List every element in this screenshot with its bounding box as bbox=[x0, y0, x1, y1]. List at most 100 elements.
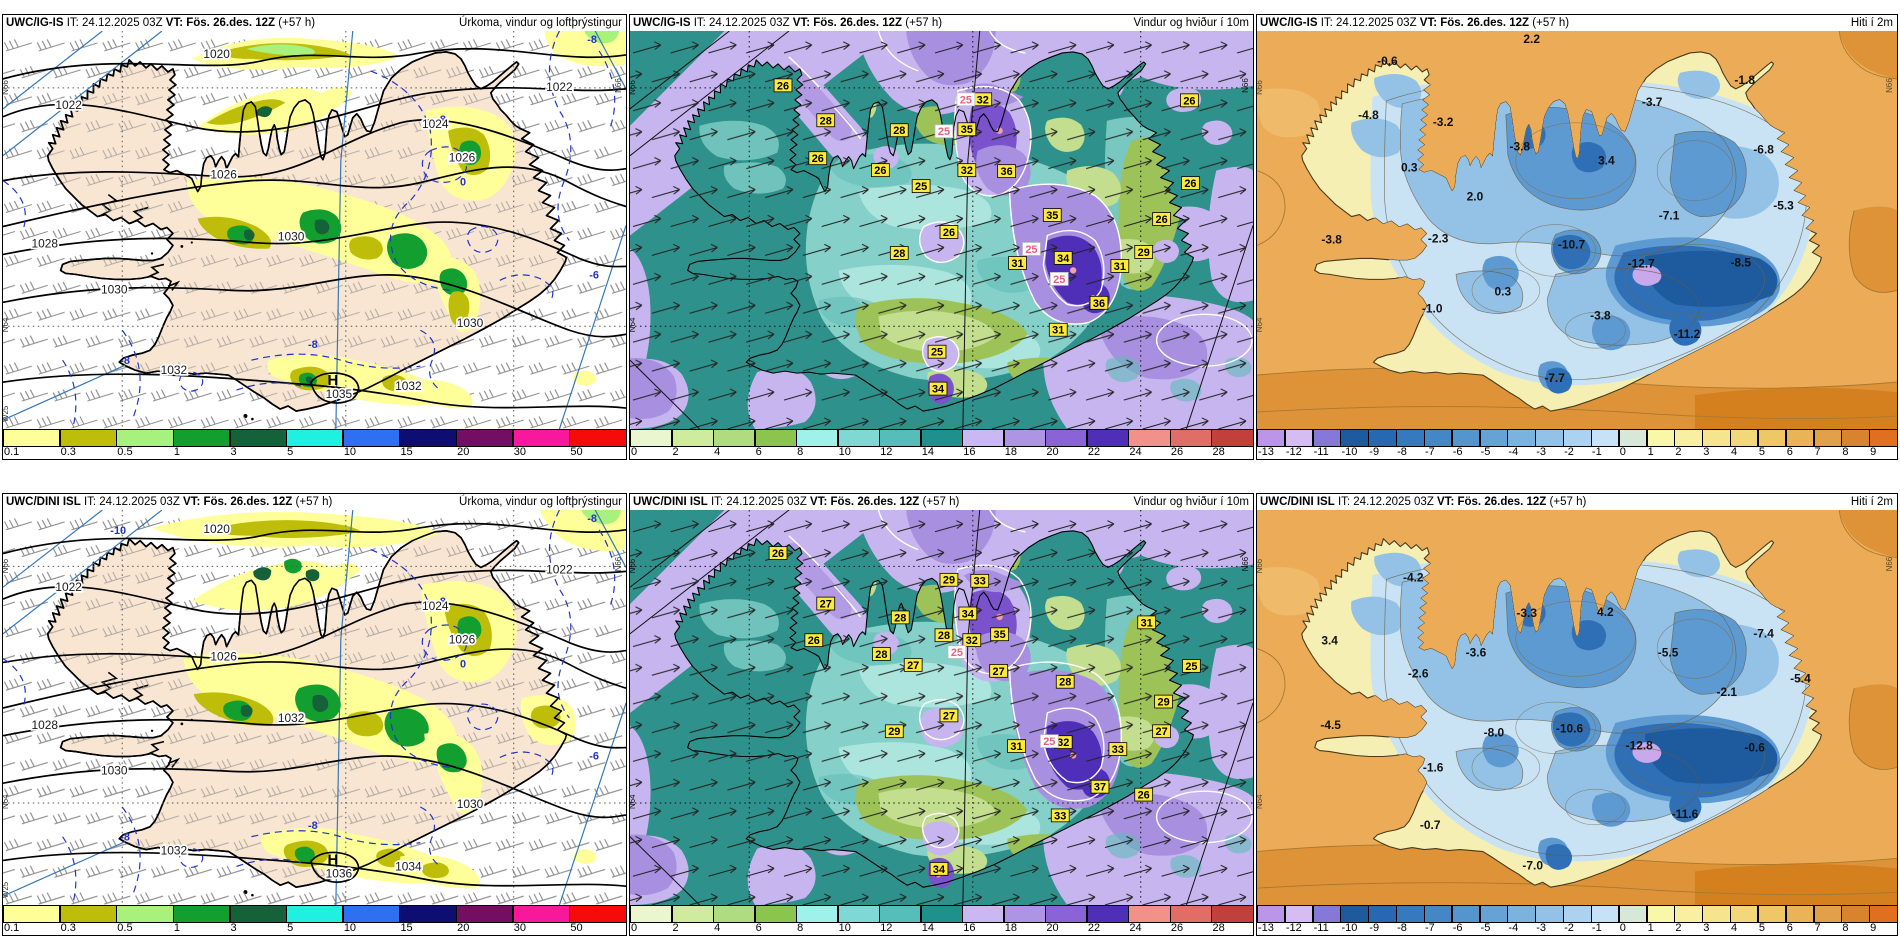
svg-text:26: 26 bbox=[777, 80, 789, 92]
svg-text:3.4: 3.4 bbox=[1321, 634, 1338, 648]
svg-text:-3.8: -3.8 bbox=[1321, 232, 1342, 246]
svg-text:25: 25 bbox=[1025, 244, 1037, 256]
svg-text:-10.6: -10.6 bbox=[1556, 722, 1584, 736]
svg-text:1022: 1022 bbox=[55, 98, 82, 112]
svg-text:1026: 1026 bbox=[210, 649, 237, 663]
svg-text:25: 25 bbox=[938, 126, 950, 138]
svg-text:1030: 1030 bbox=[457, 797, 484, 811]
svg-text:-12.8: -12.8 bbox=[1626, 739, 1654, 753]
svg-text:-8: -8 bbox=[308, 339, 318, 351]
svg-text:1032: 1032 bbox=[278, 711, 305, 725]
svg-text:31: 31 bbox=[1010, 741, 1022, 753]
svg-text:1032: 1032 bbox=[278, 711, 305, 725]
svg-text:1030: 1030 bbox=[101, 763, 128, 777]
svg-text:N64: N64 bbox=[1257, 794, 1264, 809]
svg-text:-3.8: -3.8 bbox=[1590, 308, 1611, 322]
svg-text:1030: 1030 bbox=[457, 797, 484, 811]
svg-text:1026: 1026 bbox=[449, 633, 476, 647]
svg-text:31: 31 bbox=[1011, 258, 1023, 270]
svg-text:-12.7: -12.7 bbox=[1628, 256, 1656, 270]
svg-text:-3.2: -3.2 bbox=[1433, 115, 1454, 129]
svg-text:-2.1: -2.1 bbox=[1717, 685, 1738, 699]
svg-text:25: 25 bbox=[1043, 736, 1055, 748]
svg-text:N64: N64 bbox=[3, 317, 10, 332]
svg-text:1022: 1022 bbox=[546, 562, 573, 576]
svg-text:1032: 1032 bbox=[161, 363, 188, 377]
svg-text:1030: 1030 bbox=[278, 229, 305, 243]
svg-text:31: 31 bbox=[1114, 261, 1126, 273]
svg-text:-8.0: -8.0 bbox=[1484, 726, 1505, 740]
svg-text:34: 34 bbox=[933, 864, 945, 876]
svg-text:33: 33 bbox=[1112, 744, 1124, 756]
svg-text:0.3: 0.3 bbox=[1401, 161, 1418, 175]
svg-text:34: 34 bbox=[1057, 253, 1070, 265]
svg-text:-7.4: -7.4 bbox=[1753, 627, 1774, 641]
svg-text:31: 31 bbox=[1052, 325, 1064, 337]
svg-text:N64: N64 bbox=[3, 794, 10, 809]
svg-text:N66: N66 bbox=[1257, 80, 1264, 95]
svg-text:-4.8: -4.8 bbox=[1358, 108, 1379, 122]
svg-text:0.3: 0.3 bbox=[1495, 284, 1512, 298]
svg-text:-8: -8 bbox=[120, 832, 130, 844]
svg-text:-7.0: -7.0 bbox=[1522, 858, 1543, 872]
svg-text:36: 36 bbox=[1093, 298, 1105, 310]
svg-text:1026: 1026 bbox=[449, 151, 476, 165]
svg-text:26: 26 bbox=[808, 635, 820, 647]
svg-text:25: 25 bbox=[951, 647, 963, 659]
svg-text:-8: -8 bbox=[436, 596, 446, 608]
svg-text:1032: 1032 bbox=[161, 844, 188, 858]
svg-text:1022: 1022 bbox=[546, 562, 573, 576]
svg-text:-2.3: -2.3 bbox=[1428, 231, 1449, 245]
svg-text:-0.7: -0.7 bbox=[1420, 818, 1441, 832]
svg-text:1022: 1022 bbox=[546, 80, 573, 94]
svg-text:27: 27 bbox=[1156, 726, 1168, 738]
svg-text:-0.6: -0.6 bbox=[1744, 741, 1765, 755]
svg-text:-8: -8 bbox=[308, 820, 318, 832]
svg-text:W25: W25 bbox=[3, 881, 10, 898]
svg-text:26: 26 bbox=[943, 227, 955, 239]
svg-text:1030: 1030 bbox=[457, 316, 484, 330]
svg-text:1022: 1022 bbox=[546, 80, 573, 94]
svg-text:28: 28 bbox=[1059, 677, 1071, 689]
svg-text:-1.8: -1.8 bbox=[1734, 73, 1755, 87]
svg-text:26: 26 bbox=[874, 165, 886, 177]
svg-text:N66: N66 bbox=[630, 80, 637, 95]
svg-text:N66: N66 bbox=[1885, 556, 1894, 571]
svg-text:26: 26 bbox=[1138, 790, 1150, 802]
svg-text:0: 0 bbox=[460, 177, 466, 189]
svg-text:28: 28 bbox=[938, 630, 950, 642]
svg-text:34: 34 bbox=[962, 608, 974, 620]
svg-text:28: 28 bbox=[894, 612, 906, 624]
svg-text:34: 34 bbox=[932, 384, 945, 396]
svg-text:29: 29 bbox=[943, 575, 955, 587]
svg-text:1020: 1020 bbox=[203, 522, 230, 536]
svg-text:-11.6: -11.6 bbox=[1672, 807, 1699, 821]
svg-text:28: 28 bbox=[893, 248, 905, 260]
svg-text:1036: 1036 bbox=[326, 866, 353, 880]
svg-text:N66: N66 bbox=[614, 556, 623, 571]
svg-text:25: 25 bbox=[1053, 274, 1065, 286]
svg-text:1028: 1028 bbox=[31, 718, 58, 732]
svg-text:35: 35 bbox=[994, 629, 1006, 641]
svg-text:26: 26 bbox=[1156, 214, 1168, 226]
svg-text:25: 25 bbox=[960, 94, 972, 106]
svg-text:32: 32 bbox=[1057, 737, 1069, 749]
svg-text:1020: 1020 bbox=[203, 47, 230, 61]
svg-text:1032: 1032 bbox=[161, 363, 188, 377]
svg-text:1030: 1030 bbox=[278, 229, 305, 243]
svg-text:N66: N66 bbox=[3, 558, 10, 573]
svg-text:37: 37 bbox=[1094, 782, 1106, 794]
svg-text:N64: N64 bbox=[630, 317, 637, 332]
svg-text:32: 32 bbox=[961, 165, 973, 177]
svg-text:-3.6: -3.6 bbox=[1466, 646, 1487, 660]
svg-text:N66: N66 bbox=[3, 80, 10, 95]
svg-text:H: H bbox=[328, 852, 339, 868]
svg-text:-1.0: -1.0 bbox=[1422, 301, 1443, 315]
svg-text:1026: 1026 bbox=[210, 168, 237, 182]
svg-text:N66: N66 bbox=[1257, 558, 1264, 573]
svg-text:-0.6: -0.6 bbox=[1377, 54, 1398, 68]
svg-text:-7.1: -7.1 bbox=[1659, 209, 1680, 223]
svg-text:-10: -10 bbox=[110, 525, 126, 537]
svg-text:N66: N66 bbox=[1241, 78, 1250, 93]
svg-text:1024: 1024 bbox=[422, 599, 449, 613]
